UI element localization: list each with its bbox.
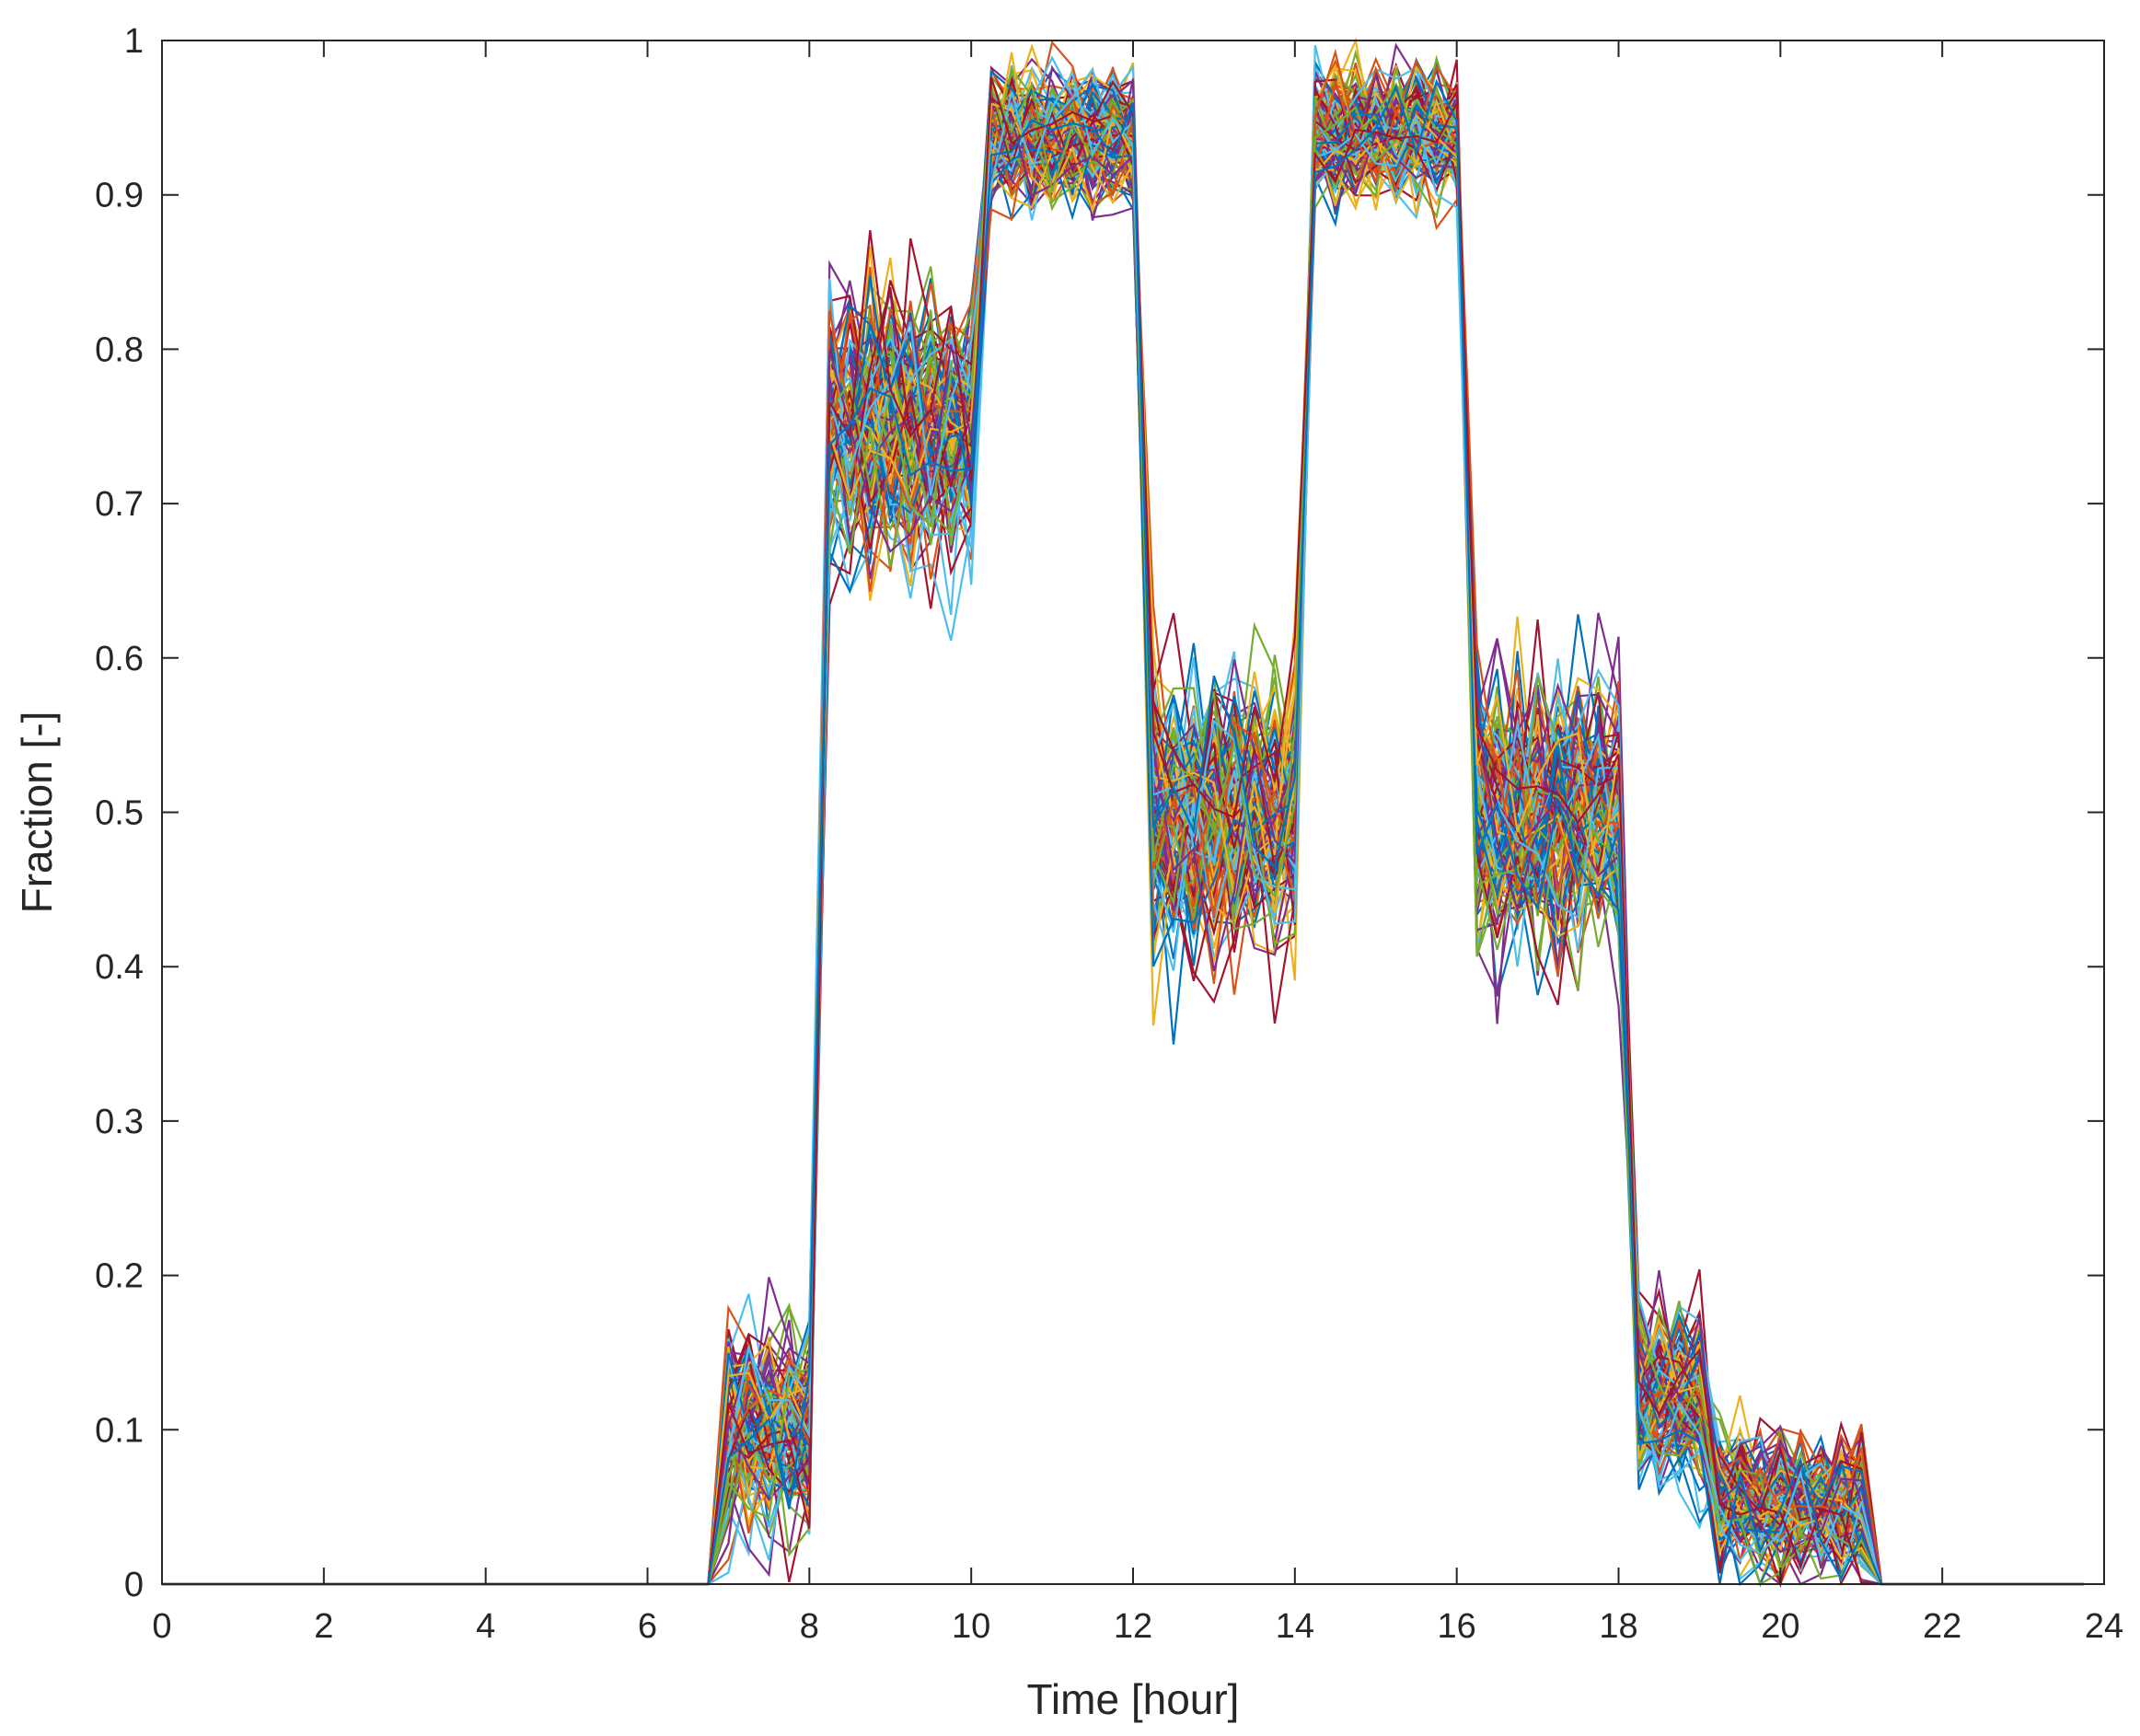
x-tick-label: 22 [1923, 1607, 1961, 1646]
x-tick-label: 4 [476, 1607, 495, 1646]
y-tick-label: 0.2 [95, 1257, 144, 1296]
y-tick-label: 0.9 [95, 177, 144, 215]
x-tick-label: 16 [1438, 1607, 1476, 1646]
x-tick-label: 6 [638, 1607, 657, 1646]
y-tick-label: 0.1 [95, 1411, 144, 1450]
y-tick-label: 0.3 [95, 1103, 144, 1141]
y-tick-label: 0.7 [95, 485, 144, 524]
y-tick-label: 1 [124, 22, 144, 61]
y-axis-ticks: 0 0.1 0.2 0.3 0.4 0.5 0.6 0.7 0.8 0.9 1 [95, 22, 2104, 1604]
x-tick-label: 20 [1761, 1607, 1799, 1646]
x-tick-label: 8 [800, 1607, 819, 1646]
x-axis-label: Time [hour] [1027, 1675, 1240, 1723]
y-tick-label: 0 [124, 1566, 144, 1604]
x-tick-label: 14 [1276, 1607, 1314, 1646]
y-tick-label: 0.4 [95, 948, 144, 987]
y-tick-label: 0.5 [95, 794, 144, 833]
x-axis-ticks: 0 2 4 6 8 10 12 14 16 18 20 22 24 [152, 41, 2123, 1646]
y-tick-label: 0.8 [95, 330, 144, 369]
y-axis-label: Fraction [-] [13, 712, 61, 914]
y-tick-label: 0.6 [95, 640, 144, 678]
x-tick-label: 0 [152, 1607, 171, 1646]
x-tick-label: 2 [314, 1607, 333, 1646]
x-tick-label: 12 [1114, 1607, 1152, 1646]
x-tick-label: 10 [952, 1607, 990, 1646]
x-tick-label: 18 [1599, 1607, 1637, 1646]
x-tick-label: 24 [2085, 1607, 2123, 1646]
